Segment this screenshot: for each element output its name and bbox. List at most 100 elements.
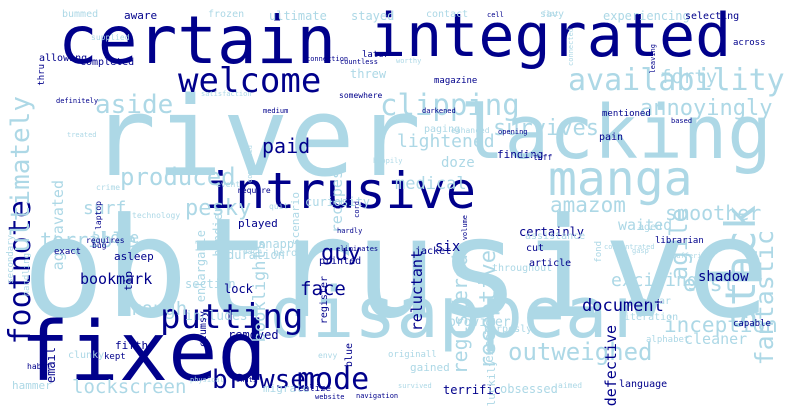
- word-produced: produced: [120, 163, 236, 191]
- word-librarian: librarian: [655, 236, 704, 246]
- word-luckily: luckily: [485, 360, 498, 407]
- word-concentrated: concentrated: [604, 243, 655, 251]
- word-shuts: shuts: [236, 376, 258, 384]
- word-convinced: convinced: [246, 145, 254, 183]
- word-amazom: amazom: [550, 193, 626, 217]
- word-pesky: pesky: [185, 196, 252, 221]
- word-aware: aware: [124, 9, 158, 22]
- word-assistance: assistance: [525, 231, 586, 242]
- word-medical: medical: [395, 174, 467, 194]
- word-lock: lock: [224, 282, 253, 296]
- word-lockscreen: lockscreen: [72, 376, 187, 398]
- word-gasp: gasp: [632, 247, 649, 255]
- word-require: require: [237, 186, 271, 195]
- word-ultimate: ultimate: [269, 9, 327, 23]
- word-experiencing: experiencing: [603, 9, 690, 23]
- word-putting: putting: [160, 297, 304, 337]
- word-fear: fear: [647, 296, 672, 307]
- word-based: based: [671, 117, 693, 125]
- word-navigation: navigation: [356, 392, 399, 400]
- word-hardly: hardly: [337, 227, 363, 235]
- word-contact: contact: [426, 9, 469, 20]
- word-threw: threw: [350, 67, 387, 81]
- word-cut: cut: [526, 243, 545, 254]
- word-east: east: [683, 272, 736, 297]
- word-annoyingly: annoyingly: [640, 96, 773, 121]
- word-bookmark: bookmark: [80, 270, 153, 288]
- word-envy: envy: [318, 351, 338, 360]
- word-crime: crime: [96, 183, 121, 192]
- word-worthy: worthy: [396, 57, 422, 65]
- word-availability: availability: [568, 63, 785, 98]
- word-reach: reach: [238, 247, 263, 256]
- word-snappy: snappy: [258, 237, 302, 251]
- word-inception: inception: [664, 313, 778, 337]
- word-across: across: [733, 38, 766, 48]
- word-removed: removed: [228, 328, 279, 342]
- word-pain: pain: [599, 132, 624, 143]
- word-clunky: clunky: [68, 350, 105, 361]
- word-darkened: darkened: [422, 107, 456, 115]
- word-outweighed: outweighed: [508, 338, 653, 366]
- word-disappear: disappear: [270, 272, 650, 354]
- word-cord: cord: [353, 201, 361, 218]
- word-integrated: integrated: [370, 1, 732, 71]
- word-jacket: jacket: [415, 246, 452, 257]
- word-later: later: [362, 50, 390, 60]
- word-realize: realize: [293, 384, 331, 394]
- word-gained: gained: [410, 361, 450, 374]
- word-purposly: purposly: [484, 324, 533, 335]
- word-printed: printed: [319, 256, 362, 267]
- word-opening: opening: [498, 128, 528, 136]
- word-intrusive: intrusive: [205, 162, 476, 220]
- word-happily: happily: [373, 157, 403, 165]
- word-aimed: aimed: [558, 381, 583, 390]
- word-lacking: lacking: [460, 90, 772, 176]
- word-welcome: welcome: [178, 61, 322, 101]
- word-alone: alone: [91, 228, 140, 247]
- word-survived: survived: [398, 382, 432, 390]
- word-selecting: selecting: [685, 11, 740, 22]
- word-played: played: [238, 217, 278, 230]
- word-hammer: hammer: [12, 379, 52, 392]
- word-ultimately: ultimately: [6, 96, 36, 253]
- word-countless: countless: [340, 58, 378, 66]
- word-laptop: laptop: [94, 201, 103, 230]
- word-certain: certain: [58, 2, 337, 79]
- word-migrate: migrate: [263, 382, 310, 395]
- word-guy: guy: [321, 241, 361, 266]
- word-capable: capable: [733, 319, 771, 329]
- word-section: section: [185, 277, 236, 291]
- word-tip: tip: [122, 271, 135, 291]
- word-flat: flat: [542, 10, 559, 18]
- word-event: event: [216, 180, 241, 189]
- word-somewhere: somewhere: [339, 91, 383, 100]
- word-clipping: clipping: [380, 88, 520, 122]
- word-secondary: secondary: [6, 235, 16, 284]
- word-mode: mode: [297, 362, 370, 397]
- word-satisfaction: satisfaction: [201, 90, 252, 98]
- word-iteration: iteration: [624, 312, 679, 323]
- word-browser: browser: [212, 365, 322, 395]
- word-allowing: allowing: [39, 53, 88, 64]
- word-exciting: exciting: [611, 270, 698, 291]
- word-input: input: [520, 151, 542, 159]
- word-kept: kept: [104, 352, 126, 362]
- word-register: register: [319, 276, 330, 325]
- word-certainly: certainly: [519, 225, 585, 239]
- word-survives: survives: [493, 116, 599, 141]
- word-originall: originall: [388, 350, 437, 360]
- word-quit: quit: [269, 202, 289, 211]
- word-handier: handier: [211, 206, 225, 257]
- word-cell: cell: [487, 11, 504, 19]
- word-aside: aside: [95, 90, 174, 120]
- word-language: language: [619, 379, 668, 390]
- word-paging: paging: [424, 124, 461, 135]
- word-provider: provider: [448, 315, 511, 330]
- word-smoother: smoother: [665, 201, 762, 225]
- word-clumsy: clumsy: [198, 311, 209, 348]
- word-volume: volume: [461, 215, 469, 241]
- word-magazine: magazine: [434, 76, 478, 86]
- word-duration: duration: [227, 248, 285, 262]
